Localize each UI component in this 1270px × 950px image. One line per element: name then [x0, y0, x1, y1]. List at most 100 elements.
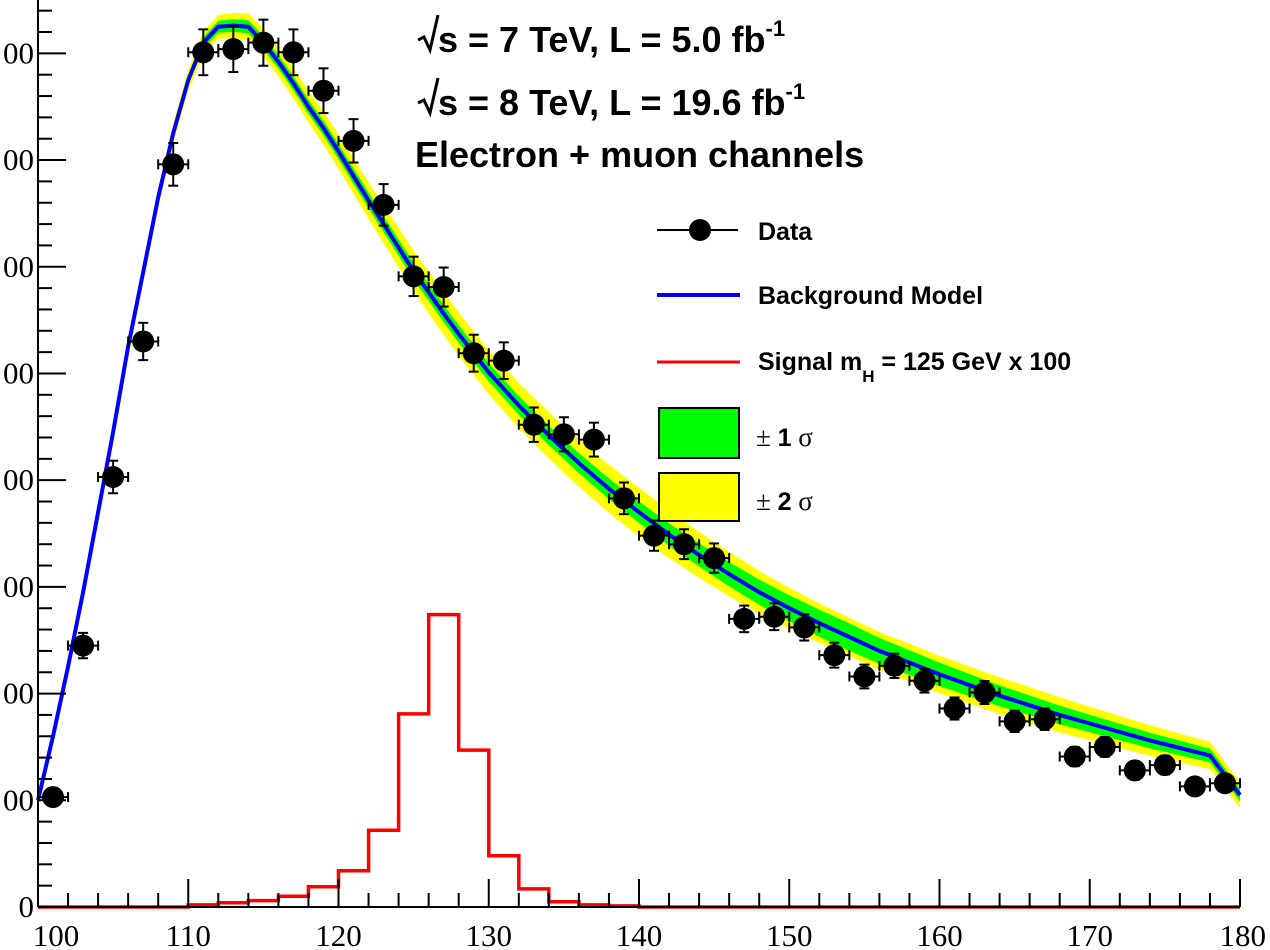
y-tick-label: 00: [3, 462, 34, 497]
signal-histogram: [38, 612, 1240, 909]
data-point-marker: [793, 616, 816, 639]
data-point: [668, 528, 701, 561]
band-2sigma: [38, 13, 1240, 808]
data-point-marker: [72, 634, 95, 657]
data-point-marker: [643, 524, 666, 547]
sqrt-symbol: [417, 77, 440, 118]
data-point: [938, 696, 971, 721]
data-point: [457, 333, 490, 373]
data-point-marker: [1033, 708, 1056, 731]
svg-text:s = 7 TeV, L = 5.0 fb-1: s = 7 TeV, L = 5.0 fb-1: [438, 16, 785, 60]
data-point-marker: [162, 153, 185, 176]
data-point: [818, 641, 851, 669]
axes: [37, 0, 1241, 908]
data-point: [247, 18, 280, 67]
annotation-line2-text: = 8 TeV, L = 19.6 fb: [458, 82, 786, 123]
data-point-marker: [552, 423, 575, 446]
data-point-marker: [432, 276, 455, 299]
data-point: [397, 255, 430, 298]
signal-step-line: [38, 612, 1240, 909]
x-tick-label: 170: [1067, 918, 1114, 950]
data-point-marker: [1183, 775, 1206, 798]
data-point-marker: [973, 681, 996, 704]
svg-text:± 2 σ: ± 2 σ: [756, 486, 813, 516]
annotation-line3: Electron + muon channels: [415, 134, 864, 175]
legend-label-2sigma-prefix: ±: [756, 486, 778, 516]
data-point: [638, 519, 671, 552]
legend-label-2sigma-symbol: σ: [791, 486, 813, 516]
legend-entry-1sigma: ± 1 σ: [658, 407, 813, 459]
x-tick-label: 120: [315, 918, 362, 950]
data-point: [788, 613, 821, 642]
data-point-marker: [1063, 745, 1086, 768]
svg-text:Signal mH = 125 GeV x 100: Signal mH = 125 GeV x 100: [758, 348, 1071, 386]
data-point: [968, 680, 1001, 706]
legend-label-data: Data: [758, 218, 813, 246]
data-point-marker: [763, 605, 786, 628]
data-point: [217, 25, 250, 74]
x-tick-label: 150: [766, 918, 813, 950]
data-point-marker: [703, 547, 726, 570]
annotation-line1-text: = 7 TeV, L = 5.0 fb: [458, 19, 766, 60]
data-point-marker: [1153, 754, 1176, 777]
data-point-marker: [582, 428, 605, 451]
svg-text:± 1 σ: ± 1 σ: [756, 422, 813, 452]
tick-labels: 100 110 120 130 140 150 160 170 1800000000000000…: [3, 35, 1266, 950]
band-1sigma: [38, 19, 1240, 803]
uncertainty-bands: [38, 13, 1240, 808]
legend-label-signal-sub: H: [862, 367, 874, 386]
legend-marker-data: [689, 219, 711, 241]
data-point-marker: [492, 349, 515, 372]
x-tick-label: 160: [916, 918, 963, 950]
data-point-marker: [1093, 735, 1116, 758]
y-tick-label: 0: [19, 889, 35, 924]
x-tick-label: 110: [166, 918, 211, 950]
data-point: [187, 28, 220, 77]
data-point-marker: [42, 786, 65, 809]
y-tick-label: 00: [3, 35, 34, 70]
data-point-marker: [913, 669, 936, 692]
svg-text:s = 8 TeV, L = 19.6 fb-1: s = 8 TeV, L = 19.6 fb-1: [438, 79, 805, 123]
data-point-marker: [402, 265, 425, 288]
legend-label-signal: Signal m: [758, 348, 862, 376]
legend-swatch-2sigma: [658, 472, 740, 522]
data-point: [67, 631, 100, 660]
data-point: [1208, 772, 1241, 795]
sqrt-symbol: [417, 14, 440, 55]
data-point-marker: [733, 607, 756, 630]
data-point: [698, 542, 731, 574]
data-point-marker: [222, 38, 245, 61]
data-point-marker: [673, 533, 696, 556]
data-point: [1058, 745, 1091, 768]
legend-entry-signal: Signal mH = 125 GeV x 100: [657, 348, 1071, 386]
data-point: [577, 421, 610, 458]
x-tick-label: 140: [616, 918, 663, 950]
legend-entry-background: Background Model: [657, 282, 983, 310]
data-point-marker: [282, 41, 305, 64]
data-point-marker: [883, 654, 906, 677]
data-points: [37, 18, 1241, 809]
data-point: [517, 406, 550, 443]
data-point-marker: [462, 342, 485, 365]
data-point: [1178, 775, 1211, 798]
y-tick-label: 00: [3, 142, 34, 177]
data-point: [277, 28, 310, 77]
data-point-marker: [823, 644, 846, 667]
data-point: [607, 481, 640, 516]
x-tick-label: 180: [1220, 918, 1267, 950]
data-point-marker: [102, 465, 125, 488]
legend-entry-data: Data: [657, 218, 813, 246]
data-point-marker: [1213, 772, 1236, 795]
legend-label-signal-tail: = 125 GeV x 100: [874, 348, 1071, 376]
data-point: [758, 602, 791, 632]
data-point-marker: [1003, 710, 1026, 733]
data-point: [127, 321, 160, 362]
data-point: [367, 183, 400, 227]
background-model-line: [36, 23, 1242, 801]
data-point-marker: [342, 129, 365, 152]
data-point-marker: [132, 330, 155, 353]
x-tick-label: 100: [33, 918, 80, 950]
data-point: [878, 652, 911, 680]
data-point: [487, 341, 520, 380]
